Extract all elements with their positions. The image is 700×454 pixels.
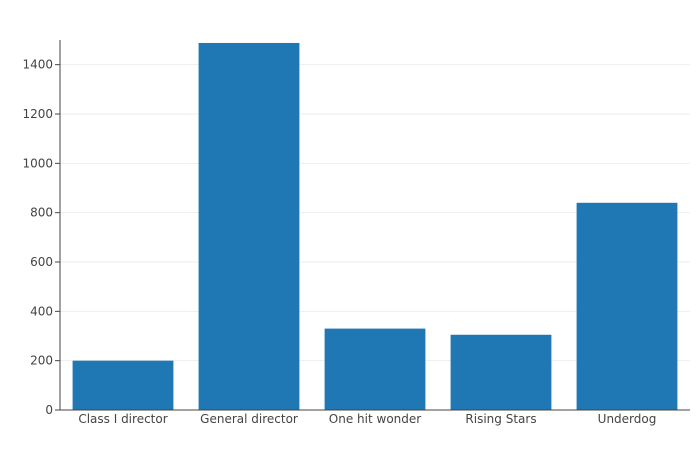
x-tick-label: One hit wonder	[329, 412, 421, 426]
y-tick-label: 1200	[22, 107, 53, 121]
x-tick-label: Underdog	[598, 412, 657, 426]
y-tick-label: 600	[30, 255, 53, 269]
y-tick-labels: 0 200 400 600 800 1000 1200 1400	[22, 58, 53, 417]
y-tick-label: 1000	[22, 156, 53, 170]
bar-underdog[interactable]	[576, 202, 678, 410]
bar-general-director[interactable]	[198, 42, 300, 411]
gridlines	[60, 64, 690, 362]
bars	[72, 42, 678, 411]
x-tick-labels: Class I director General director One hit …	[78, 412, 656, 426]
y-tick-label: 200	[30, 354, 53, 368]
bar-class-i-director[interactable]	[72, 360, 174, 410]
bar-rising-stars[interactable]	[450, 334, 552, 410]
bar-one-hit-wonder[interactable]	[324, 328, 426, 410]
y-tick-label: 0	[45, 403, 53, 417]
x-tick-label: General director	[200, 412, 298, 426]
y-tick-label: 1400	[22, 58, 53, 72]
y-tick-label: 800	[30, 206, 53, 220]
x-tick-label: Rising Stars	[465, 412, 536, 426]
x-tick-label: Class I director	[78, 412, 167, 426]
axes	[55, 40, 690, 411]
y-tick-label: 400	[30, 304, 53, 318]
